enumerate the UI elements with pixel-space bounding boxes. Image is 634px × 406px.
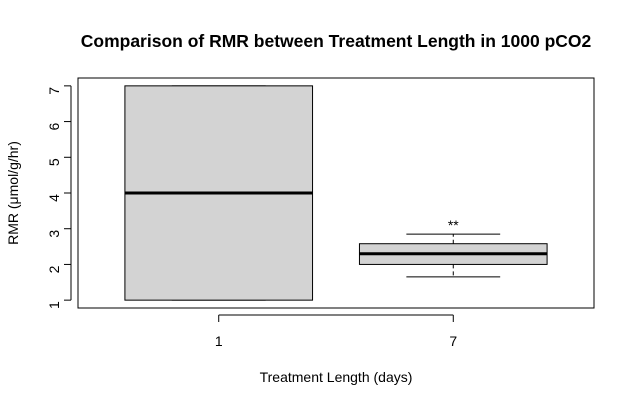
x-axis-label: Treatment Length (days) <box>260 369 413 385</box>
x-tick-label: 7 <box>449 333 457 349</box>
y-tick-label: 7 <box>46 87 62 95</box>
y-tick-label: 4 <box>46 194 62 202</box>
y-axis: 1 2 3 4 5 6 7 <box>46 85 72 309</box>
plot-frame <box>77 77 595 309</box>
y-tick-label: 5 <box>46 158 62 166</box>
significance-annotation: ** <box>448 217 459 233</box>
y-tick-label: 1 <box>46 301 62 309</box>
boxes: ** <box>124 85 548 301</box>
y-tick-label: 6 <box>46 122 62 130</box>
x-tick-label: 1 <box>215 333 223 349</box>
y-tick-label: 2 <box>46 265 62 273</box>
y-tick-label: 3 <box>46 230 62 238</box>
y-axis-label: RMR (μmol/g/hr) <box>5 141 21 245</box>
chart-title: Comparison of RMR between Treatment Leng… <box>81 31 592 51</box>
